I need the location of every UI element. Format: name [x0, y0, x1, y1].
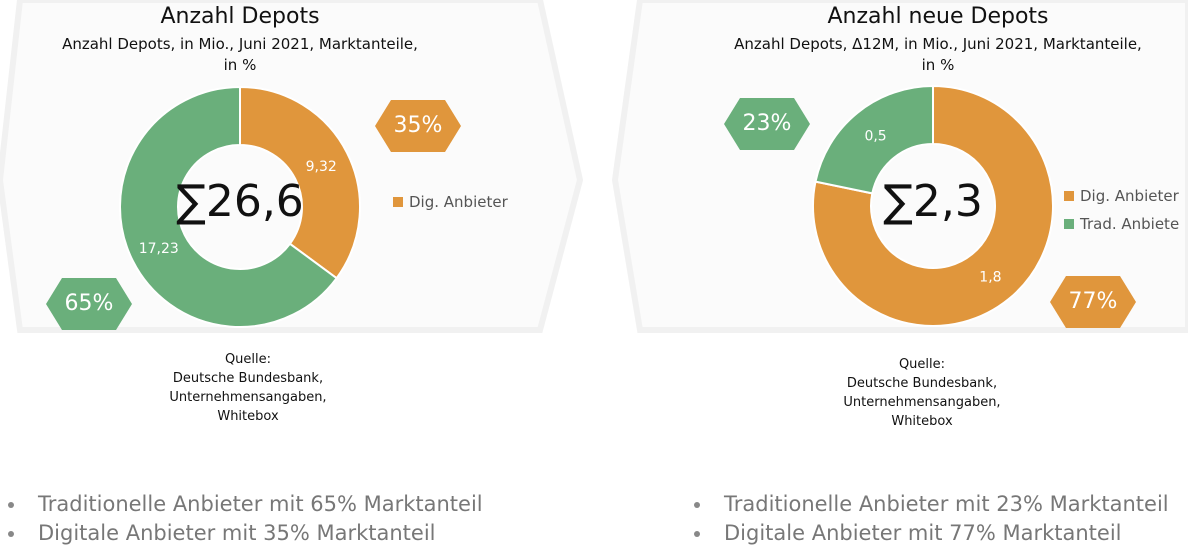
bullet-dot-icon: [694, 530, 700, 537]
right-bullet-item: Traditionelle Anbieter mit 23% Marktante…: [694, 490, 1169, 519]
right-donut-chart: 1,8 0,5: [812, 84, 1054, 327]
left-source-line: Quelle:: [224, 352, 272, 367]
bullet-dot-icon: [8, 501, 14, 508]
left-chart-panel: Anzahl Depots Anzahl Depots, in Mio., Ju…: [0, 0, 480, 460]
right-donut-slice-dig: [812, 84, 1054, 327]
right-donut-slice-value-label: 1,8: [979, 270, 1001, 286]
right-green-share-value: 23%: [742, 111, 792, 136]
right-legend: Dig. Anbieter Trad. Anbiete: [1064, 187, 1179, 243]
left-subtitle-line2: in %: [223, 56, 257, 74]
right-total-label: ∑2,3: [883, 176, 983, 227]
left-bullet-item: Digitale Anbieter mit 35% Marktanteil: [8, 519, 483, 548]
left-donut-slice-value-label: 17,23: [139, 241, 179, 257]
right-legend-swatch-dig: [1064, 191, 1074, 201]
right-bullet-list: Traditionelle Anbieter mit 23% Marktante…: [694, 490, 1169, 548]
left-bullet-item: Traditionelle Anbieter mit 65% Marktante…: [8, 490, 483, 519]
right-legend-label-dig: Dig. Anbieter: [1080, 187, 1179, 205]
left-source: Quelle: Deutsche Bundesbank, Unternehmen…: [138, 350, 358, 426]
left-donut-chart: 9,32 17,23: [119, 85, 361, 328]
right-legend-item-dig: Dig. Anbieter: [1064, 187, 1179, 205]
bullet-dot-icon: [694, 501, 700, 508]
right-source-line: Quelle:: [898, 357, 946, 372]
left-donut-slice-dig: [239, 85, 361, 280]
left-chart-subtitle: Anzahl Depots, in Mio., Juni 2021, Markt…: [0, 34, 480, 76]
right-legend-item-trad: Trad. Anbiete: [1064, 215, 1179, 233]
left-legend-label-dig: Dig. Anbieter: [409, 193, 508, 211]
right-legend-label-trad: Trad. Anbiete: [1080, 215, 1180, 233]
left-subtitle-line1: Anzahl Depots, in Mio., Juni 2021, Markt…: [62, 35, 418, 53]
right-bullet-text: Traditionelle Anbieter mit 23% Marktante…: [724, 492, 1169, 516]
left-chart-title: Anzahl Depots: [160, 4, 320, 29]
right-source: Quelle: Deutsche Bundesbank, Unternehmen…: [812, 355, 1032, 431]
right-subtitle-line2: in %: [921, 56, 955, 74]
left-bullet-list: Traditionelle Anbieter mit 65% Marktante…: [8, 490, 483, 548]
left-legend: Dig. Anbieter: [393, 193, 508, 221]
right-source-line: Whitebox: [891, 414, 953, 429]
bullet-dot-icon: [8, 530, 14, 537]
left-total-label: ∑26,6: [176, 176, 304, 227]
left-source-line: Deutsche Bundesbank,: [172, 371, 324, 386]
left-orange-share-value: 35%: [393, 113, 443, 138]
right-chart-panel: Anzahl neue Depots Anzahl Depots, Δ12M, …: [668, 0, 1188, 460]
left-donut-slice-trad: [119, 85, 339, 328]
left-green-share-value: 65%: [64, 291, 114, 316]
left-bullet-text: Traditionelle Anbieter mit 65% Marktante…: [38, 492, 483, 516]
left-source-line: Whitebox: [217, 409, 279, 424]
right-donut-slice-trad: [814, 84, 934, 195]
right-source-line: Deutsche Bundesbank,: [846, 376, 998, 391]
right-donut-slice-value-label: 0,5: [864, 128, 886, 144]
right-chart-title: Anzahl neue Depots: [827, 4, 1049, 29]
right-legend-swatch-trad: [1064, 219, 1074, 229]
left-bullet-text: Digitale Anbieter mit 35% Marktanteil: [38, 521, 436, 545]
right-bullet-text: Digitale Anbieter mit 77% Marktanteil: [724, 521, 1122, 545]
left-legend-item-dig: Dig. Anbieter: [393, 193, 508, 211]
left-donut-slice-value-label: 9,32: [306, 159, 337, 175]
right-orange-share-badge: 77%: [1050, 276, 1136, 328]
right-chart-subtitle: Anzahl Depots, Δ12M, in Mio., Juni 2021,…: [668, 34, 1188, 76]
left-source-line: Unternehmensangaben,: [169, 390, 327, 405]
left-green-share-badge: 65%: [46, 278, 132, 330]
left-orange-share-badge: 35%: [375, 100, 461, 152]
right-source-line: Unternehmensangaben,: [843, 395, 1001, 410]
right-orange-share-value: 77%: [1068, 289, 1118, 314]
left-legend-swatch-dig: [393, 197, 403, 207]
right-bullet-item: Digitale Anbieter mit 77% Marktanteil: [694, 519, 1169, 548]
right-green-share-badge: 23%: [724, 98, 810, 150]
right-subtitle-line1: Anzahl Depots, Δ12M, in Mio., Juni 2021,…: [734, 35, 1142, 53]
